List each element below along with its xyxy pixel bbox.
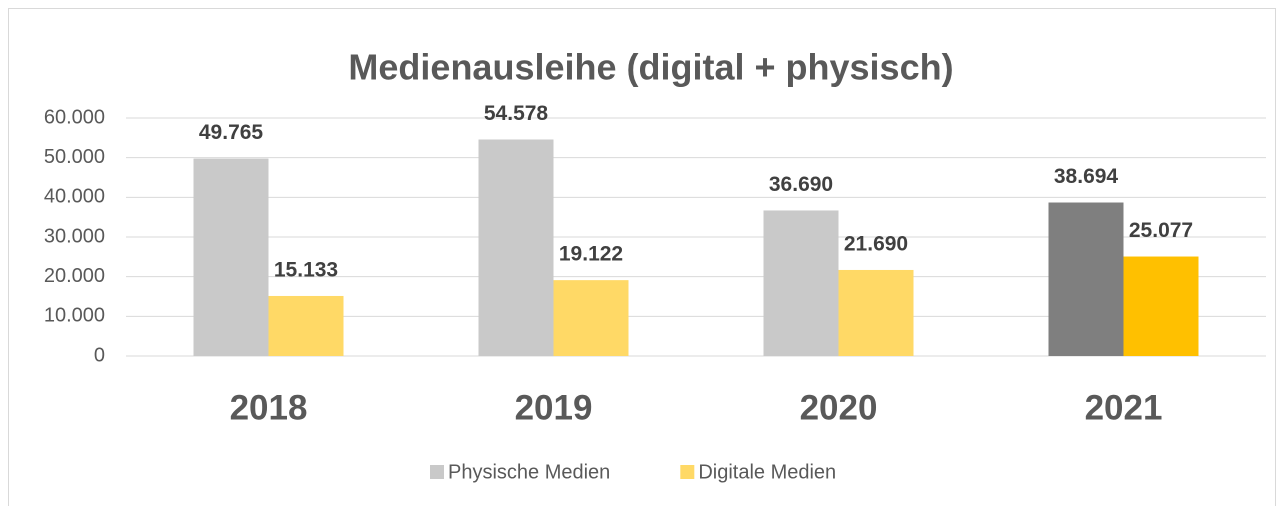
- y-tick-label: 50.000: [44, 146, 105, 168]
- data-label: 38.694: [1054, 165, 1119, 188]
- x-tick-label: 2018: [230, 388, 308, 427]
- data-label: 19.122: [559, 243, 623, 266]
- bar: [838, 269, 914, 356]
- bar: [478, 139, 554, 356]
- legend-swatch: [430, 465, 444, 479]
- x-tick-label: 2020: [800, 388, 878, 427]
- bar: [1048, 202, 1124, 356]
- data-label: 21.690: [844, 233, 908, 256]
- y-tick-label: 30.000: [44, 225, 105, 247]
- x-tick-label: 2021: [1085, 388, 1163, 427]
- y-tick-label: 60.000: [44, 106, 105, 128]
- chart-title: Medienausleihe (digital + physisch): [348, 47, 953, 88]
- y-tick-label: 20.000: [44, 265, 105, 287]
- data-label: 36.690: [769, 173, 833, 196]
- data-label: 49.765: [199, 121, 264, 144]
- chart-frame: [8, 8, 1276, 506]
- legend-swatch: [680, 465, 695, 479]
- x-tick-label: 2019: [515, 388, 593, 427]
- data-label: 25.077: [1129, 219, 1193, 242]
- bar: [193, 158, 269, 356]
- data-label: 15.133: [274, 259, 338, 282]
- bar: [268, 295, 344, 356]
- bar: [763, 210, 839, 356]
- bar: [1123, 256, 1199, 356]
- y-tick-label: 40.000: [44, 186, 105, 208]
- y-tick-label: 0: [94, 344, 105, 366]
- y-tick-label: 10.000: [44, 305, 105, 327]
- data-label: 54.578: [484, 102, 549, 125]
- legend-label: Physische Medien: [448, 461, 610, 483]
- legend-label: Digitale Medien: [698, 461, 836, 483]
- bar: [553, 280, 629, 356]
